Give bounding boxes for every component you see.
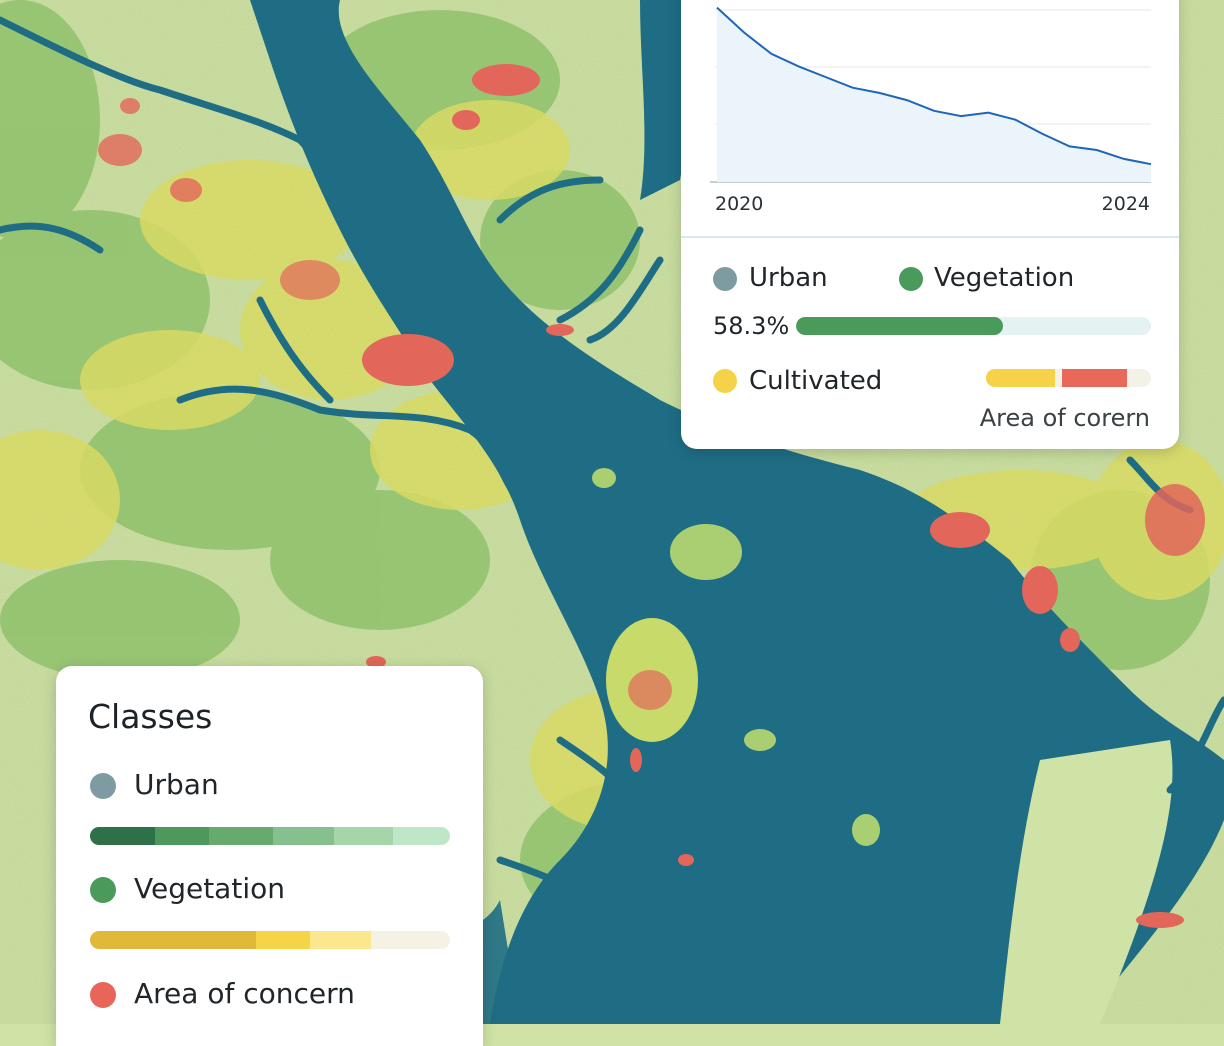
island: [592, 468, 616, 488]
island: [744, 729, 776, 751]
ramp-swatch: [90, 827, 155, 845]
island: [670, 524, 742, 580]
concern-area: [366, 656, 386, 668]
trend-line: [716, 6, 1152, 166]
cultivated-label: Cultivated: [749, 366, 883, 396]
ramp-swatch: [393, 827, 450, 845]
concern-area: [98, 134, 142, 166]
concern-area: [362, 334, 454, 386]
concern-area: [930, 512, 990, 548]
ramp-swatch: [310, 931, 371, 949]
rivers: [0, 16, 1224, 944]
classes-legend-panel: Classes Urban Vegetation Area of concern: [56, 666, 483, 1046]
legend-vegetation-label: Vegetation: [134, 872, 285, 905]
legend-urban-label: Urban: [134, 768, 219, 801]
concern-dot: [90, 982, 116, 1008]
concern-area: [546, 324, 574, 336]
concern-area: [1136, 912, 1184, 928]
urban-dot: [713, 267, 737, 291]
concern-area: [170, 178, 202, 202]
ramp-swatch: [256, 931, 310, 949]
concern-area: [1145, 484, 1205, 556]
cultivated-concern-bar: [986, 369, 1151, 387]
concern-area: [280, 260, 340, 300]
green-ramp: [90, 827, 450, 845]
concern-area: [1022, 566, 1058, 614]
ramp-swatch: [209, 827, 273, 845]
yellow-ramp: [90, 931, 450, 949]
concern-areas: [98, 64, 1205, 928]
vegetation-dot: [90, 877, 116, 903]
legend-title: Classes: [88, 697, 213, 736]
concern-area: [678, 854, 694, 866]
urban-label: Urban: [749, 263, 828, 293]
vegetation-percent: 58.3%: [713, 312, 790, 340]
legend-concern-label: Area of concern: [134, 977, 355, 1010]
trend-area: [717, 7, 1151, 182]
island: [852, 814, 880, 846]
vegetation-progress-bar: [796, 317, 1151, 335]
ramp-swatch: [273, 827, 334, 845]
concern-area: [628, 670, 672, 710]
vegetation-dot: [899, 267, 923, 291]
ramp-swatch: [155, 827, 209, 845]
trend-chart-panel: 2020 2024 Urban Vegetation 58.3% Cultiva…: [681, 0, 1179, 449]
area-of-concern-label: Area of corern: [979, 404, 1150, 432]
trend-line-chart: [710, 6, 1152, 183]
x-tick-end: 2024: [1101, 193, 1150, 215]
concern-area: [472, 64, 540, 96]
panel-divider: [681, 236, 1179, 238]
concern-area: [1060, 628, 1080, 652]
concern-segment: [1062, 369, 1127, 387]
ramp-swatch: [90, 931, 256, 949]
urban-dot: [90, 773, 116, 799]
vegetation-progress-fill: [796, 317, 1003, 335]
concern-area: [630, 748, 642, 772]
ramp-swatch: [334, 827, 393, 845]
cultivated-dot: [713, 369, 737, 393]
vegetation-label: Vegetation: [934, 263, 1075, 293]
x-tick-start: 2020: [715, 193, 764, 215]
cultivated-segment: [986, 369, 1055, 387]
concern-area: [120, 98, 140, 114]
island: [1000, 740, 1173, 1024]
ramp-swatch: [371, 931, 450, 949]
concern-area: [452, 110, 480, 130]
